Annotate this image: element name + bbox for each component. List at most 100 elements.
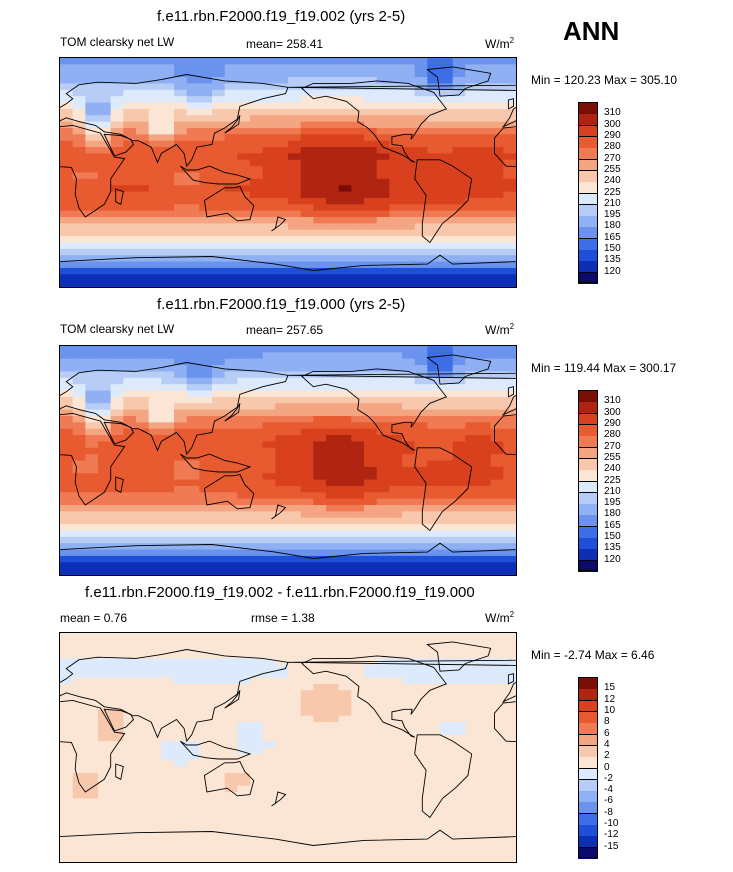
map-cell [110,536,124,544]
map-cell [148,658,162,666]
map-cell [338,536,352,544]
map-cell [186,473,200,481]
map-cell [376,543,390,551]
map-cell [402,715,416,723]
map-cell [414,498,428,506]
map-cell [465,536,479,544]
map-cell [402,242,416,250]
map-cell [465,677,479,685]
map-cell [60,479,74,487]
map-cell [148,435,162,443]
map-cell [60,255,74,263]
map-cell [148,543,162,551]
map-cell [402,555,416,563]
map-cell [465,798,479,806]
map-cell [60,741,74,749]
map-cell [250,428,264,436]
map-cell [72,702,86,710]
map-cell [478,555,492,563]
map-cell [85,280,99,287]
map-cell [338,690,352,698]
map-cell [490,664,504,672]
map-cell [85,166,99,174]
map-cell [452,58,466,65]
map-1-svg [60,58,516,287]
map-cell [427,804,441,812]
map-cell [174,134,188,142]
map-cell [212,384,226,392]
map-cell [376,178,390,186]
map-cell [136,64,150,72]
map-cell [414,447,428,455]
map-cell [414,352,428,360]
map-cell [427,677,441,685]
map-cell [364,159,378,167]
map-cell [237,555,251,563]
map-cell [123,479,137,487]
map-cell [123,172,137,180]
map-cell [414,549,428,557]
map-cell [174,267,188,275]
map-cell [402,121,416,129]
map-cell [110,460,124,468]
map-cell [212,403,226,411]
map-cell [60,811,74,819]
map-cell [186,690,200,698]
map-cell [402,384,416,392]
map-cell [60,229,74,237]
map-cell [250,197,264,205]
map-cell [98,70,112,78]
map-cell [326,428,340,436]
map-cell [250,702,264,710]
map-cell [275,217,289,224]
map-cell [452,384,466,392]
map-cell [199,562,213,570]
map-cell [110,140,124,148]
map-cell [440,197,454,205]
map-cell [300,428,314,436]
map-cell [186,568,200,575]
map-cell [376,83,390,91]
colorbar-tick-label: -2 [604,772,613,784]
map-cell [98,772,112,780]
map-cell [478,64,492,72]
map-cell [338,555,352,563]
map-cell [224,639,238,647]
map-cell [402,115,416,123]
map-cell [452,652,466,660]
map-cell [465,115,479,123]
map-cell [503,473,516,481]
map-cell [237,236,251,244]
map-cell [338,454,352,462]
map-cell [414,229,428,237]
map-cell [98,804,112,812]
map-cell [110,760,124,768]
map-cell [161,365,175,373]
map-cell [402,390,416,398]
map-cell [288,223,302,231]
map-cell [503,549,516,557]
map-cell [389,267,403,275]
map-cell [452,779,466,787]
map-cell [351,191,365,199]
map-cell [237,396,251,404]
map-cell [237,511,251,519]
map-cell [262,390,276,398]
map-cell [212,715,226,723]
map-cell [300,505,314,512]
map-cell [98,498,112,506]
map-cell [85,248,99,256]
map-cell [72,652,86,660]
map-cell [338,760,352,768]
map-cell [60,836,74,844]
map-cell [351,127,365,135]
map-cell [136,89,150,97]
map-cell [186,677,200,685]
map-cell [98,792,112,799]
map-cell [478,677,492,685]
map-cell [313,568,327,575]
map-cell [275,365,289,373]
map-cell [136,734,150,742]
map-cell [85,633,99,640]
map-cell [313,671,327,679]
